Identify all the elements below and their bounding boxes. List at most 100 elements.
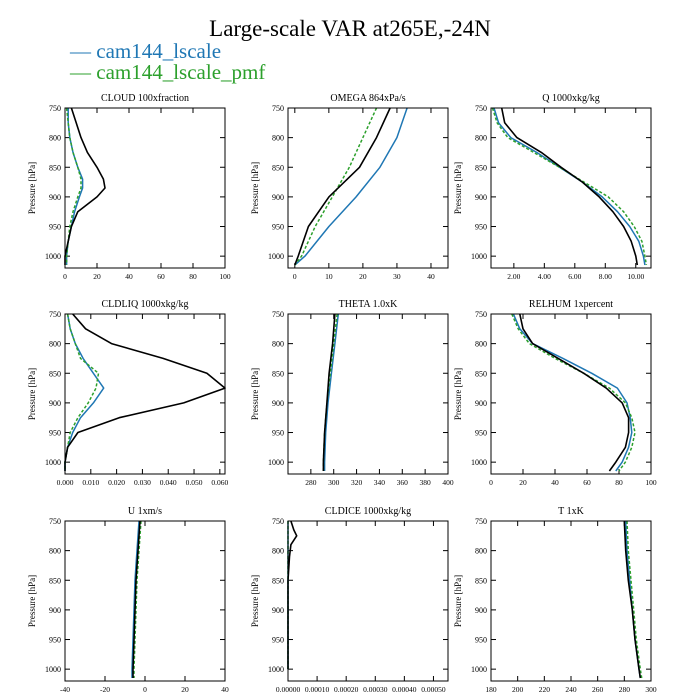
legend-entry-cam144-lscale: — cam144_lscale <box>70 39 222 63</box>
y-tick-label: 750 <box>49 310 61 319</box>
y-tick-label: 750 <box>272 310 284 319</box>
y-tick-label: 950 <box>49 636 61 645</box>
x-tick-label: 40 <box>551 478 559 487</box>
panel-title: CLDLIQ 1000xkg/kg <box>102 299 189 310</box>
y-tick-label: 850 <box>272 576 284 585</box>
series-line-black <box>64 107 106 265</box>
y-tick-label: 850 <box>475 576 487 585</box>
x-tick-label: 0.00000 <box>276 685 301 694</box>
x-tick-label: 0.060 <box>211 478 228 487</box>
y-tick-label: 850 <box>475 369 487 378</box>
x-tick-label: 2.00 <box>507 272 520 281</box>
y-tick-label: 1000 <box>45 665 61 674</box>
panel-4: THETA 1.0xK Pressure [hPa] 750 800 850 900 950… <box>250 299 454 487</box>
x-tick-label: 300 <box>645 685 657 694</box>
y-tick-label: 750 <box>475 517 487 526</box>
x-tick-label: 260 <box>592 685 604 694</box>
x-tick-label: 0.00040 <box>392 685 417 694</box>
x-tick-label: 100 <box>219 272 231 281</box>
panel-frame <box>490 107 652 269</box>
series-line-cam144-lscale <box>131 520 140 678</box>
y-tick-label: 1000 <box>471 458 487 467</box>
x-tick-label: 40 <box>221 685 229 694</box>
x-tick-label: -40 <box>60 685 70 694</box>
x-tick-label: 4.00 <box>538 272 551 281</box>
y-tick-label: 1000 <box>268 665 284 674</box>
y-tick-label: 950 <box>49 223 61 232</box>
x-tick-label: 30 <box>393 272 401 281</box>
y-tick-label: 800 <box>272 134 284 143</box>
series-line-cam144-lscale-pmf <box>294 107 378 266</box>
y-axis-label: Pressure [hPa] <box>250 368 260 420</box>
x-tick-label: 80 <box>189 272 197 281</box>
x-tick-label: 280 <box>305 478 317 487</box>
panel-title: RELHUM 1xpercent <box>529 299 613 310</box>
x-tick-label: 0 <box>63 272 67 281</box>
y-tick-label: 800 <box>272 340 284 349</box>
x-tick-label: 0.00010 <box>305 685 330 694</box>
y-tick-label: 950 <box>272 223 284 232</box>
y-tick-label: 800 <box>475 547 487 556</box>
series-line-cam144-lscale-pmf <box>511 313 636 472</box>
x-tick-label: 0 <box>293 272 297 281</box>
y-tick-label: 950 <box>272 636 284 645</box>
panel-1: OMEGA 864xPa/s Pressure [hPa] 750 800 850 900… <box>250 93 449 281</box>
panel-title: Q 1000xkg/kg <box>542 93 600 104</box>
panel-title: CLDICE 1000xkg/kg <box>325 506 411 517</box>
series-line-cam144-lscale-pmf <box>491 107 648 266</box>
y-tick-label: 850 <box>49 163 61 172</box>
legend-label: cam144_lscale_pmf <box>96 60 266 84</box>
y-tick-label: 1000 <box>471 252 487 261</box>
panel-frame <box>490 520 652 682</box>
x-tick-label: 0.040 <box>160 478 177 487</box>
series-line-cam144-lscale <box>294 107 408 266</box>
x-tick-label: 240 <box>565 685 577 694</box>
x-tick-label: 180 <box>485 685 497 694</box>
x-tick-label: 400 <box>442 478 454 487</box>
y-tick-label: 900 <box>49 606 61 615</box>
legend-label: cam144_lscale <box>96 39 222 63</box>
x-tick-label: 20 <box>93 272 101 281</box>
y-axis-label: Pressure [hPa] <box>27 575 37 627</box>
y-tick-label: 750 <box>272 517 284 526</box>
y-tick-label: 800 <box>49 340 61 349</box>
x-tick-label: 0.050 <box>186 478 203 487</box>
series-line-black <box>287 520 298 670</box>
y-tick-label: 950 <box>49 429 61 438</box>
panel-frame <box>287 313 449 475</box>
y-tick-label: 900 <box>475 399 487 408</box>
y-tick-label: 900 <box>49 399 61 408</box>
x-tick-label: 80 <box>615 478 623 487</box>
series-line-black <box>132 520 141 678</box>
y-tick-label: 900 <box>475 193 487 202</box>
panel-frame <box>287 520 449 682</box>
y-tick-label: 950 <box>475 223 487 232</box>
x-tick-label: 0.000 <box>57 478 74 487</box>
panel-2: Q 1000xkg/kg Pressure [hPa] 750 800 850 900 95… <box>453 93 652 281</box>
x-tick-label: -20 <box>100 685 110 694</box>
panel-frame <box>287 107 449 269</box>
panel-title: T 1xK <box>558 506 584 517</box>
x-tick-label: 20 <box>359 272 367 281</box>
y-tick-label: 850 <box>272 163 284 172</box>
legend-entry-cam144-lscale-pmf: — cam144_lscale_pmf <box>70 60 266 84</box>
panel-title: THETA 1.0xK <box>339 299 398 310</box>
x-tick-label: 320 <box>351 478 363 487</box>
series-line-black <box>294 107 391 266</box>
y-axis-label: Pressure [hPa] <box>27 162 37 214</box>
y-axis-label: Pressure [hPa] <box>27 368 37 420</box>
y-tick-label: 900 <box>272 606 284 615</box>
x-tick-label: 0.030 <box>134 478 151 487</box>
x-tick-label: 340 <box>374 478 386 487</box>
series-line-black <box>623 520 642 679</box>
y-tick-label: 800 <box>49 547 61 556</box>
y-tick-label: 800 <box>49 134 61 143</box>
y-tick-label: 800 <box>475 340 487 349</box>
x-tick-label: 8.00 <box>599 272 612 281</box>
x-tick-label: 360 <box>397 478 409 487</box>
panel-title: CLOUD 100xfraction <box>101 93 189 104</box>
panel-frame <box>64 520 226 682</box>
